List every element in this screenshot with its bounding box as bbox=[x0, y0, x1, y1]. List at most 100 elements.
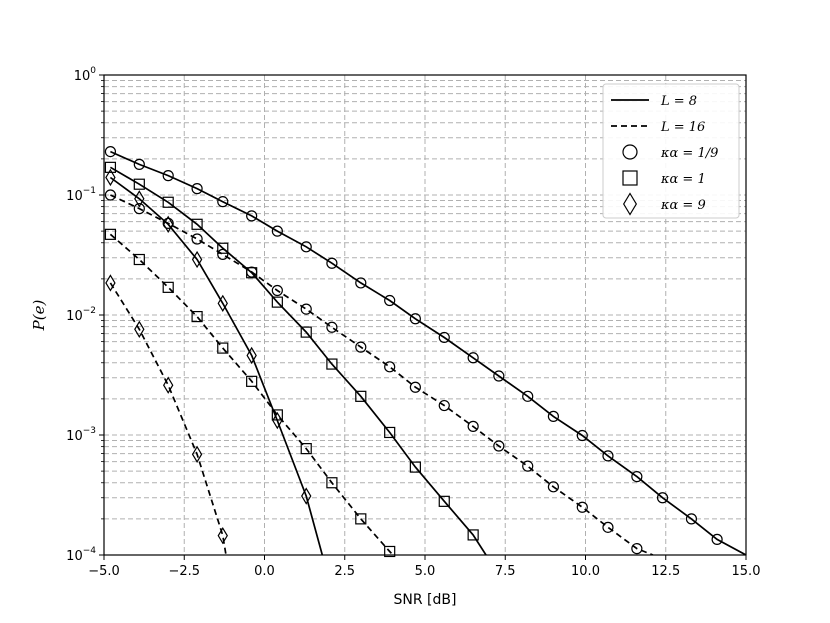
circle-marker bbox=[602, 450, 614, 462]
circle-marker bbox=[711, 533, 723, 545]
circle-marker bbox=[438, 331, 450, 344]
diamond-marker bbox=[217, 526, 228, 545]
square-marker bbox=[326, 477, 338, 489]
square-marker bbox=[326, 358, 338, 370]
circle-marker bbox=[631, 471, 643, 483]
circle-marker bbox=[602, 521, 614, 533]
x-tick-label: 10.0 bbox=[571, 564, 600, 579]
x-tick-label: 15.0 bbox=[732, 564, 761, 579]
square-marker bbox=[355, 513, 367, 525]
circle-marker bbox=[522, 460, 534, 472]
circle-marker bbox=[493, 440, 505, 452]
circle-marker bbox=[467, 420, 479, 432]
diamond-marker bbox=[301, 487, 312, 505]
x-tick-label: 7.5 bbox=[495, 564, 516, 579]
legend-label: κα = 1 bbox=[660, 172, 706, 187]
x-tick-label: −2.5 bbox=[168, 564, 200, 579]
circle-marker bbox=[271, 225, 283, 237]
circle-marker bbox=[631, 543, 643, 555]
square-marker bbox=[300, 326, 312, 338]
x-tick-label: 5.0 bbox=[415, 564, 436, 579]
y-tick-label: 10−2 bbox=[66, 306, 96, 324]
x-tick-label: 12.5 bbox=[651, 564, 680, 579]
circle-marker bbox=[685, 513, 698, 525]
square-marker bbox=[162, 196, 174, 208]
legend-circle-marker bbox=[622, 144, 638, 160]
circle-marker bbox=[576, 429, 588, 442]
circle-marker bbox=[246, 210, 258, 222]
square-marker bbox=[191, 310, 203, 323]
circle-marker bbox=[547, 481, 560, 493]
y-tick-base: 10 bbox=[74, 69, 91, 84]
series-line-L8-kappa-9 bbox=[109, 176, 324, 555]
diamond-marker bbox=[217, 294, 228, 313]
marker-layer bbox=[104, 145, 723, 558]
square-marker bbox=[133, 253, 145, 266]
y-tick-label: 10−1 bbox=[66, 186, 96, 204]
x-axis-title: SNR [dB] bbox=[394, 592, 457, 608]
legend-label: L = 8 bbox=[660, 94, 697, 109]
y-tick-exponent: −3 bbox=[83, 426, 96, 436]
circle-marker bbox=[191, 233, 203, 245]
circle-marker bbox=[409, 313, 421, 325]
y-tick-exponent: −4 bbox=[83, 546, 97, 556]
circle-marker bbox=[409, 381, 421, 393]
circle-marker bbox=[355, 341, 367, 353]
x-tick-label: −5.0 bbox=[88, 564, 120, 579]
square-marker bbox=[104, 228, 117, 240]
diamond-marker bbox=[134, 320, 145, 338]
circle-marker bbox=[493, 370, 505, 382]
square-marker bbox=[438, 495, 450, 507]
circle-marker bbox=[104, 145, 117, 158]
square-marker bbox=[162, 281, 174, 293]
circle-marker bbox=[522, 390, 534, 402]
diamond-marker bbox=[134, 190, 145, 208]
circle-marker bbox=[355, 277, 367, 289]
square-marker bbox=[217, 242, 229, 254]
circle-marker bbox=[467, 352, 479, 364]
y-tick-base: 10 bbox=[66, 189, 83, 204]
legend-diamond-marker bbox=[623, 192, 637, 216]
x-tick-label: 0.0 bbox=[254, 564, 275, 579]
circle-marker bbox=[104, 189, 117, 201]
diamond-marker bbox=[163, 215, 174, 233]
y-tick-exponent: −2 bbox=[83, 306, 96, 316]
square-marker bbox=[300, 443, 312, 455]
circle-marker bbox=[133, 158, 145, 170]
circle-marker bbox=[162, 170, 174, 182]
legend-square-marker bbox=[622, 170, 638, 186]
legend-label: L = 16 bbox=[660, 120, 705, 135]
diamond-marker bbox=[246, 346, 257, 365]
square-marker bbox=[191, 218, 203, 230]
square-marker bbox=[384, 545, 396, 558]
diamond-marker bbox=[191, 250, 203, 269]
legend-label: κα = 1/9 bbox=[660, 146, 718, 161]
y-axis-title: P(e) bbox=[30, 300, 48, 332]
circle-marker bbox=[191, 183, 203, 195]
circle-marker bbox=[271, 284, 283, 297]
square-marker bbox=[409, 461, 421, 473]
circle-marker bbox=[384, 294, 396, 307]
circle-marker bbox=[547, 410, 560, 422]
y-tick-base: 10 bbox=[66, 549, 83, 564]
diamond-marker bbox=[272, 411, 283, 430]
diamond-marker bbox=[163, 376, 174, 394]
square-marker bbox=[355, 390, 367, 402]
x-tick-label: 2.5 bbox=[334, 564, 355, 579]
legend: L = 8 L = 16 κα = 1/9 κα = 1 κα = 9 bbox=[602, 83, 740, 219]
series-line-L8-kappa-1 bbox=[109, 166, 487, 555]
square-marker bbox=[104, 161, 117, 173]
y-tick-label: 10−3 bbox=[66, 426, 96, 444]
diamond-marker bbox=[191, 445, 203, 464]
ticks: −5.0 −2.5 0.0 2.5 5.0 7.5 10.0 12.5 15.010010−11… bbox=[66, 66, 760, 579]
square-marker bbox=[271, 296, 283, 308]
circle-marker bbox=[326, 257, 338, 269]
square-marker bbox=[217, 342, 229, 354]
series-line-L16-kappa-9 bbox=[109, 282, 227, 555]
diamond-marker bbox=[105, 168, 116, 187]
series-line-L16-kappa-1_9 bbox=[110, 194, 654, 555]
y-tick-base: 10 bbox=[66, 309, 83, 324]
circle-marker bbox=[133, 203, 145, 215]
circle-marker bbox=[656, 492, 669, 504]
